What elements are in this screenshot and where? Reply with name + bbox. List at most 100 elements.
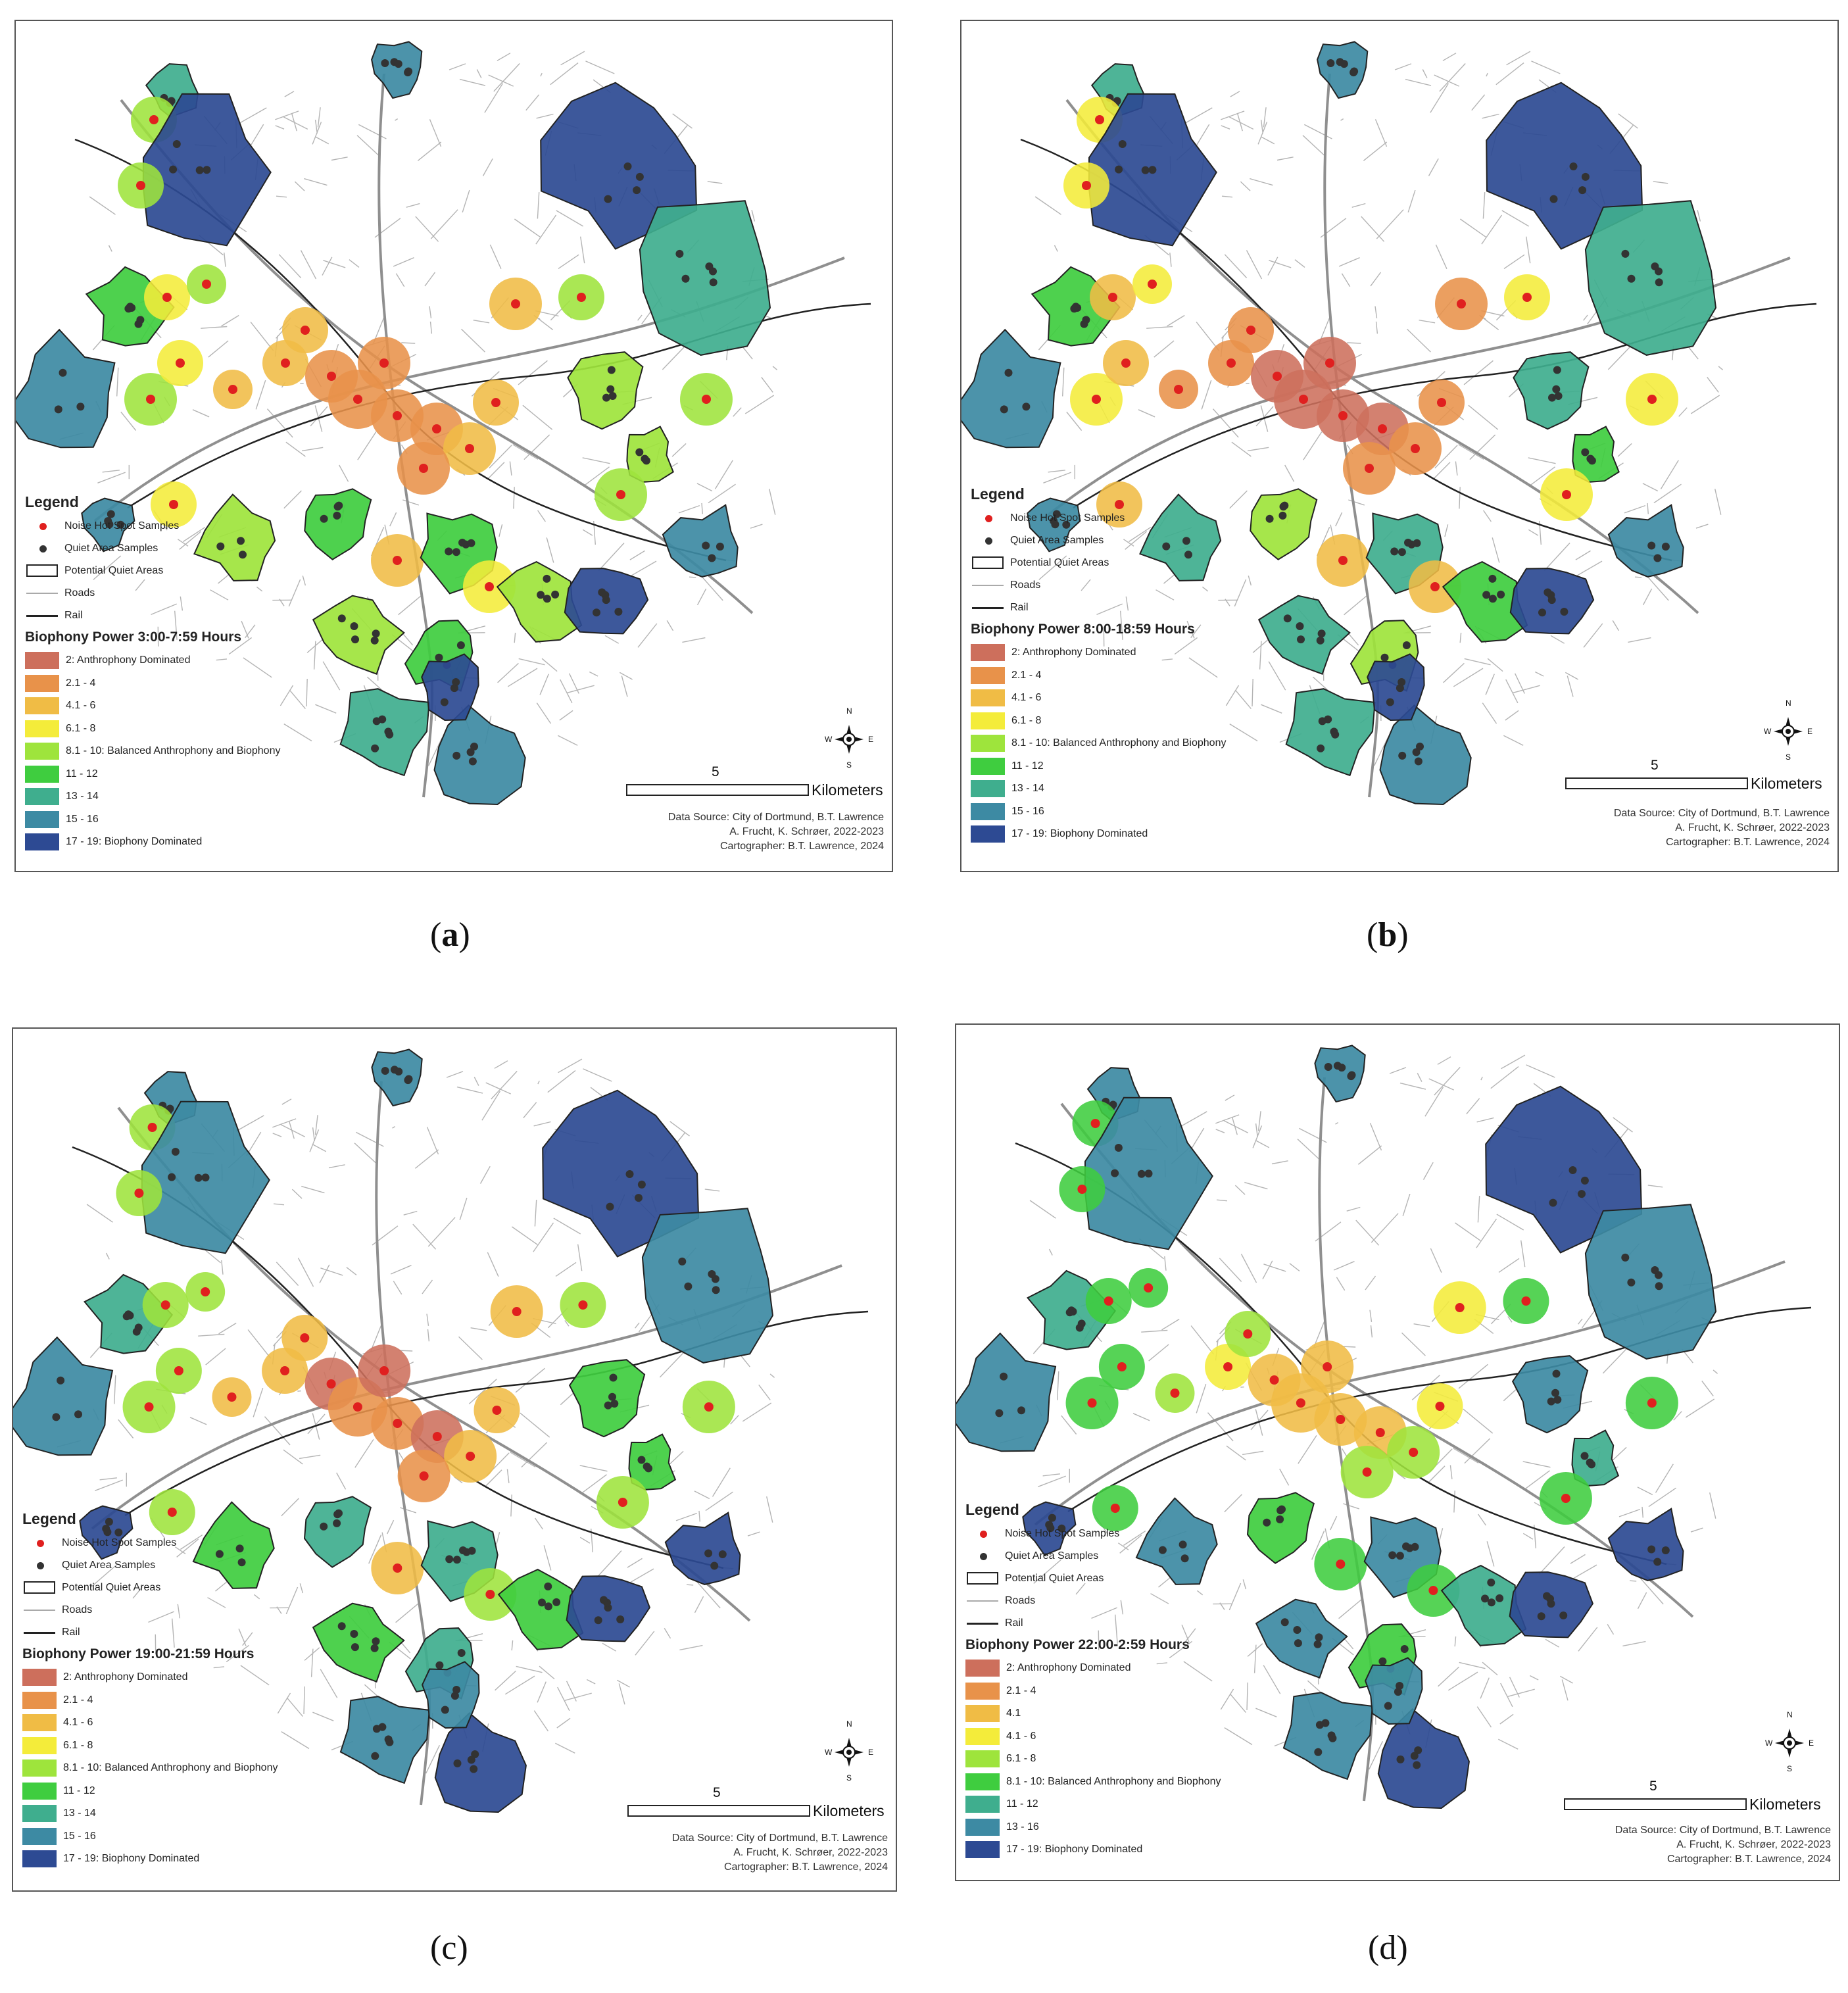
legend-class-row: 4.1 - 6 [971,687,1226,710]
credit-line: A. Frucht, K. Schrøer, 2022-2023 [729,826,884,837]
class-swatch [22,1805,57,1823]
legend-class-row: 8.1 - 10: Balanced Anthrophony and Bioph… [25,740,280,763]
class-label: 15 - 16 [63,1830,96,1842]
caption-letter: d [1379,1929,1397,1967]
legend-noise-label: Noise Hot Spot Samples [64,520,180,531]
map-panel-b: Legend Noise Hot Spot Samples Quiet Area… [960,20,1839,872]
class-label: 4.1 - 6 [1011,692,1042,704]
legend-potential-row: Potential Quiet Areas [22,1577,278,1599]
noise-dot-icon [985,515,992,522]
caption-open: ( [430,1929,442,1967]
class-swatch [22,1714,57,1732]
caption-c: (c) [430,1929,468,1967]
legend-d: Legend Noise Hot Spot Samples Quiet Area… [965,1501,1221,1861]
legend-quiet-samples-row: Quiet Area Samples [971,529,1226,552]
legend-class-row: 15 - 16 [971,800,1226,824]
biophony-map-d [956,1045,1812,1809]
class-label: 2.1 - 4 [66,677,96,689]
legend-class-row: 17 - 19: Biophony Dominated [25,831,280,854]
caption-close: ) [1397,916,1409,954]
caption-letter: b [1378,916,1398,954]
class-swatch [971,666,1005,684]
compass-s: S [846,1773,852,1783]
class-label: 15 - 16 [1011,805,1044,817]
compass-rose-icon [1775,1729,1804,1758]
legend-class-row: 17 - 19: Biophony Dominated [22,1848,278,1871]
class-swatch [971,735,1005,752]
legend-roads-label: Roads [64,587,95,599]
legend-b: Legend Noise Hot Spot Samples Quiet Area… [971,485,1226,846]
legend-potential-row: Potential Quiet Areas [25,560,280,582]
class-swatch [965,1750,1000,1768]
north-arrow-c: N S W E [825,1718,873,1784]
legend-class-row: 17 - 19: Biophony Dominated [965,1838,1221,1861]
scale-bar-box [627,1805,810,1817]
class-label: 4.1 - 6 [66,700,96,712]
quiet-area-box-icon [967,1572,998,1585]
class-label: 17 - 19: Biophony Dominated [1006,1844,1143,1856]
noise-dot-icon [39,523,47,530]
class-list: 2: Anthrophony Dominated 2.1 - 4 4.1 4.1 - … [965,1657,1221,1861]
class-label: 4.1 - 6 [63,1717,93,1729]
legend-rail-label: Rail [1005,1617,1023,1629]
north-arrow-d: N S W E [1765,1709,1814,1775]
legend-rail-row: Rail [22,1621,278,1644]
legend-title: Legend [965,1501,1019,1518]
class-swatch [25,743,59,760]
legend-class-row: 15 - 16 [25,808,280,831]
class-label: 2: Anthrophony Dominated [1011,647,1136,658]
legend-class-row: 6.1 - 8 [22,1735,278,1758]
legend-potential-label: Potential Quiet Areas [64,565,164,576]
credit-line: Data Source: City of Dortmund, B.T. Lawr… [1613,808,1830,819]
caption-close: ) [458,916,470,954]
map-panel-a: Legend Noise Hot Spot Samples Quiet Area… [14,20,893,872]
credits-a: Data Source: City of Dortmund, B.T. Lawr… [668,810,884,854]
class-label: 11 - 12 [1006,1798,1038,1810]
class-label: 17 - 19: Biophony Dominated [1011,828,1148,840]
class-swatch [971,757,1005,775]
scale-number: 5 [712,764,719,779]
legend-class-row: 8.1 - 10: Balanced Anthrophony and Bioph… [965,1771,1221,1794]
class-label: 6.1 - 8 [1011,714,1042,726]
road-line-icon [26,593,58,594]
class-swatch [971,802,1005,820]
rail-line-icon [967,1623,998,1625]
legend-roads-row: Roads [965,1590,1221,1612]
class-label: 2: Anthrophony Dominated [63,1671,188,1683]
credits-b: Data Source: City of Dortmund, B.T. Lawr… [1614,806,1830,850]
road-line-icon [967,1600,998,1602]
scale-unit: Kilometers [812,781,883,799]
caption-open: ( [430,916,442,954]
biophony-map-a [16,41,871,806]
legend-rail-row: Rail [971,597,1226,619]
class-label: 6.1 - 8 [63,1739,93,1751]
caption-close: ) [1396,1929,1408,1967]
legend-class-row: 13 - 14 [971,777,1226,800]
legend-roads-label: Roads [1005,1595,1036,1606]
class-swatch [965,1773,1000,1790]
credit-line: Cartographer: B.T. Lawrence, 2024 [1666,1854,1831,1865]
north-arrow-a: N S W E [825,705,873,771]
caption-open: ( [1368,1929,1380,1967]
class-label: 13 - 14 [66,791,99,802]
class-list: 2: Anthrophony Dominated 2.1 - 4 4.1 - 6 6.… [971,641,1226,846]
compass-rose-icon [1774,717,1803,746]
caption-b: (b) [1367,916,1409,954]
class-swatch [965,1796,1000,1813]
legend-roads-row: Roads [25,582,280,604]
class-swatch [22,1850,57,1868]
class-label: 8.1 - 10: Balanced Anthrophony and Bioph… [63,1762,278,1774]
credit-line: A. Frucht, K. Schrøer, 2022-2023 [733,1847,888,1858]
legend-rail-row: Rail [25,604,280,627]
legend-class-row: 15 - 16 [22,1825,278,1848]
legend-class-row: 6.1 - 8 [25,718,280,741]
quiet-dot-icon [37,1562,44,1569]
class-label: 6.1 - 8 [1006,1753,1036,1765]
class-label: 2.1 - 4 [63,1694,93,1706]
legend-class-row: 6.1 - 8 [971,710,1226,733]
compass-rose-icon [835,1738,863,1767]
legend-class-row: 17 - 19: Biophony Dominated [971,823,1226,846]
class-swatch [25,788,59,806]
class-swatch [22,1782,57,1800]
legend-quiet-samples-row: Quiet Area Samples [25,537,280,560]
